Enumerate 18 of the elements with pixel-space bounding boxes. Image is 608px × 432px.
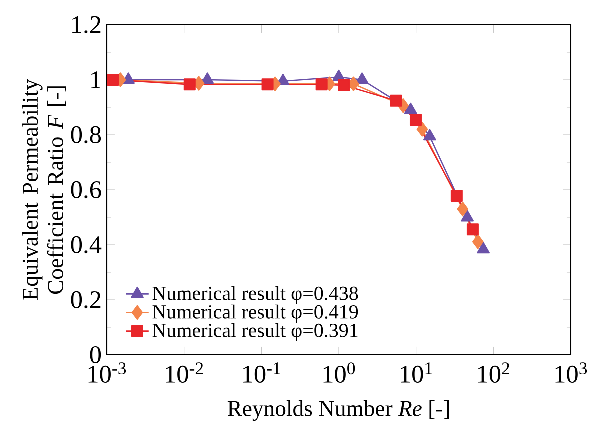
legend-label: Numerical result φ=0.419 xyxy=(152,304,358,323)
y-tick-label: 0.8 xyxy=(71,126,102,144)
x-tick-label: 10$^{-2}$ xyxy=(166,362,204,383)
legend-label: Numerical result φ=0.438 xyxy=(152,286,358,304)
x-tick-label: 10$^{2}$ xyxy=(478,362,510,383)
x-tick-label: 10$^{-3}$ xyxy=(88,362,126,383)
y-tick-label: 0.4 xyxy=(71,236,102,254)
y-tick-label: 0 xyxy=(90,346,102,364)
y-tick-label: 0.2 xyxy=(71,291,101,309)
y-tick-label: 1 xyxy=(92,72,101,88)
x-axis-title: Reynolds Number Re [-] xyxy=(228,400,450,422)
x-tick-label: 10$^{0}$ xyxy=(324,362,356,384)
y-tick-label: 1.2 xyxy=(72,16,101,34)
x-tick-label: 10$^{-1}$ xyxy=(243,362,280,383)
legend-label: Numerical result φ=0.391 xyxy=(152,323,358,342)
x-tick-label: 10$^{1}$ xyxy=(401,362,432,383)
y-tick-label: 0.6 xyxy=(71,181,102,199)
x-tick-label: 10$^{3}$ xyxy=(556,362,588,383)
